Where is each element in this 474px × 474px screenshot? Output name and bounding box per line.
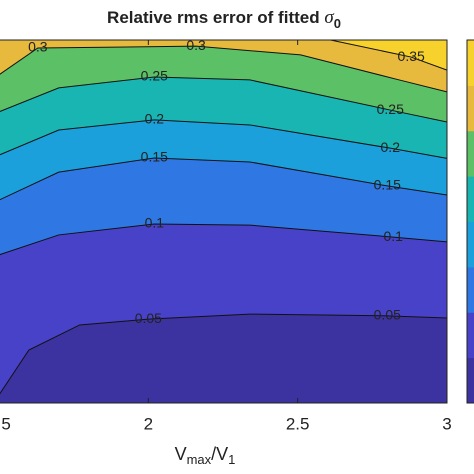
colorbar-segment bbox=[467, 357, 474, 404]
colorbar-segment bbox=[467, 40, 474, 86]
contour-label: 0.35 bbox=[398, 48, 425, 64]
contour-line bbox=[0, 119, 448, 159]
contour-label: 0.1 bbox=[145, 215, 165, 231]
contour-label: 0.3 bbox=[186, 37, 206, 53]
xlabel-subscript: 1 bbox=[228, 452, 235, 467]
contour-label: 0.15 bbox=[141, 149, 168, 165]
contour-label: 0.05 bbox=[374, 307, 401, 323]
xlabel-part: V bbox=[175, 444, 187, 464]
contour-label: 0.25 bbox=[377, 101, 404, 117]
colorbar-segment bbox=[467, 130, 474, 177]
chart-title: Relative rms error of fitted σ0 bbox=[107, 7, 341, 31]
x-tick-label: 2.5 bbox=[286, 414, 310, 433]
x-tick-label: 3 bbox=[442, 414, 451, 433]
colorbar-segment bbox=[467, 221, 474, 268]
contour-label: 0.3 bbox=[28, 39, 48, 55]
xlabel-part: /V bbox=[211, 444, 228, 464]
contour-band bbox=[0, 40, 447, 92]
contour-label: 0.2 bbox=[381, 139, 401, 155]
contour-line bbox=[0, 223, 448, 256]
contour-line bbox=[0, 313, 448, 395]
title-text: Relative rms error of fitted bbox=[107, 8, 324, 27]
contour-line bbox=[0, 76, 448, 123]
x-tick-label: 2 bbox=[144, 414, 153, 433]
colorbar-segment bbox=[467, 176, 474, 222]
colorbar-segment bbox=[467, 85, 474, 132]
contour-label: 0.2 bbox=[145, 111, 165, 127]
x-axis-label: Vmax/V1 bbox=[175, 444, 236, 468]
contour-label: 0.05 bbox=[135, 310, 162, 326]
colorbar-segment bbox=[467, 312, 474, 359]
x-tick-label: 1.5 bbox=[0, 414, 11, 433]
colorbar-segment bbox=[467, 266, 474, 313]
plot-frame bbox=[0, 39, 448, 404]
title-subscript: 0 bbox=[334, 16, 341, 31]
xlabel-subscript: max bbox=[187, 452, 212, 467]
contour-band bbox=[0, 40, 447, 71]
contour-label: 0.1 bbox=[384, 228, 404, 244]
contour-label: 0.15 bbox=[374, 177, 401, 193]
contour-line bbox=[0, 45, 448, 93]
title-symbol: σ bbox=[324, 7, 334, 28]
colorbar-frame bbox=[466, 39, 474, 404]
contour-line bbox=[0, 157, 448, 201]
contour-label: 0.25 bbox=[141, 68, 168, 84]
contour-line bbox=[330, 39, 448, 71]
